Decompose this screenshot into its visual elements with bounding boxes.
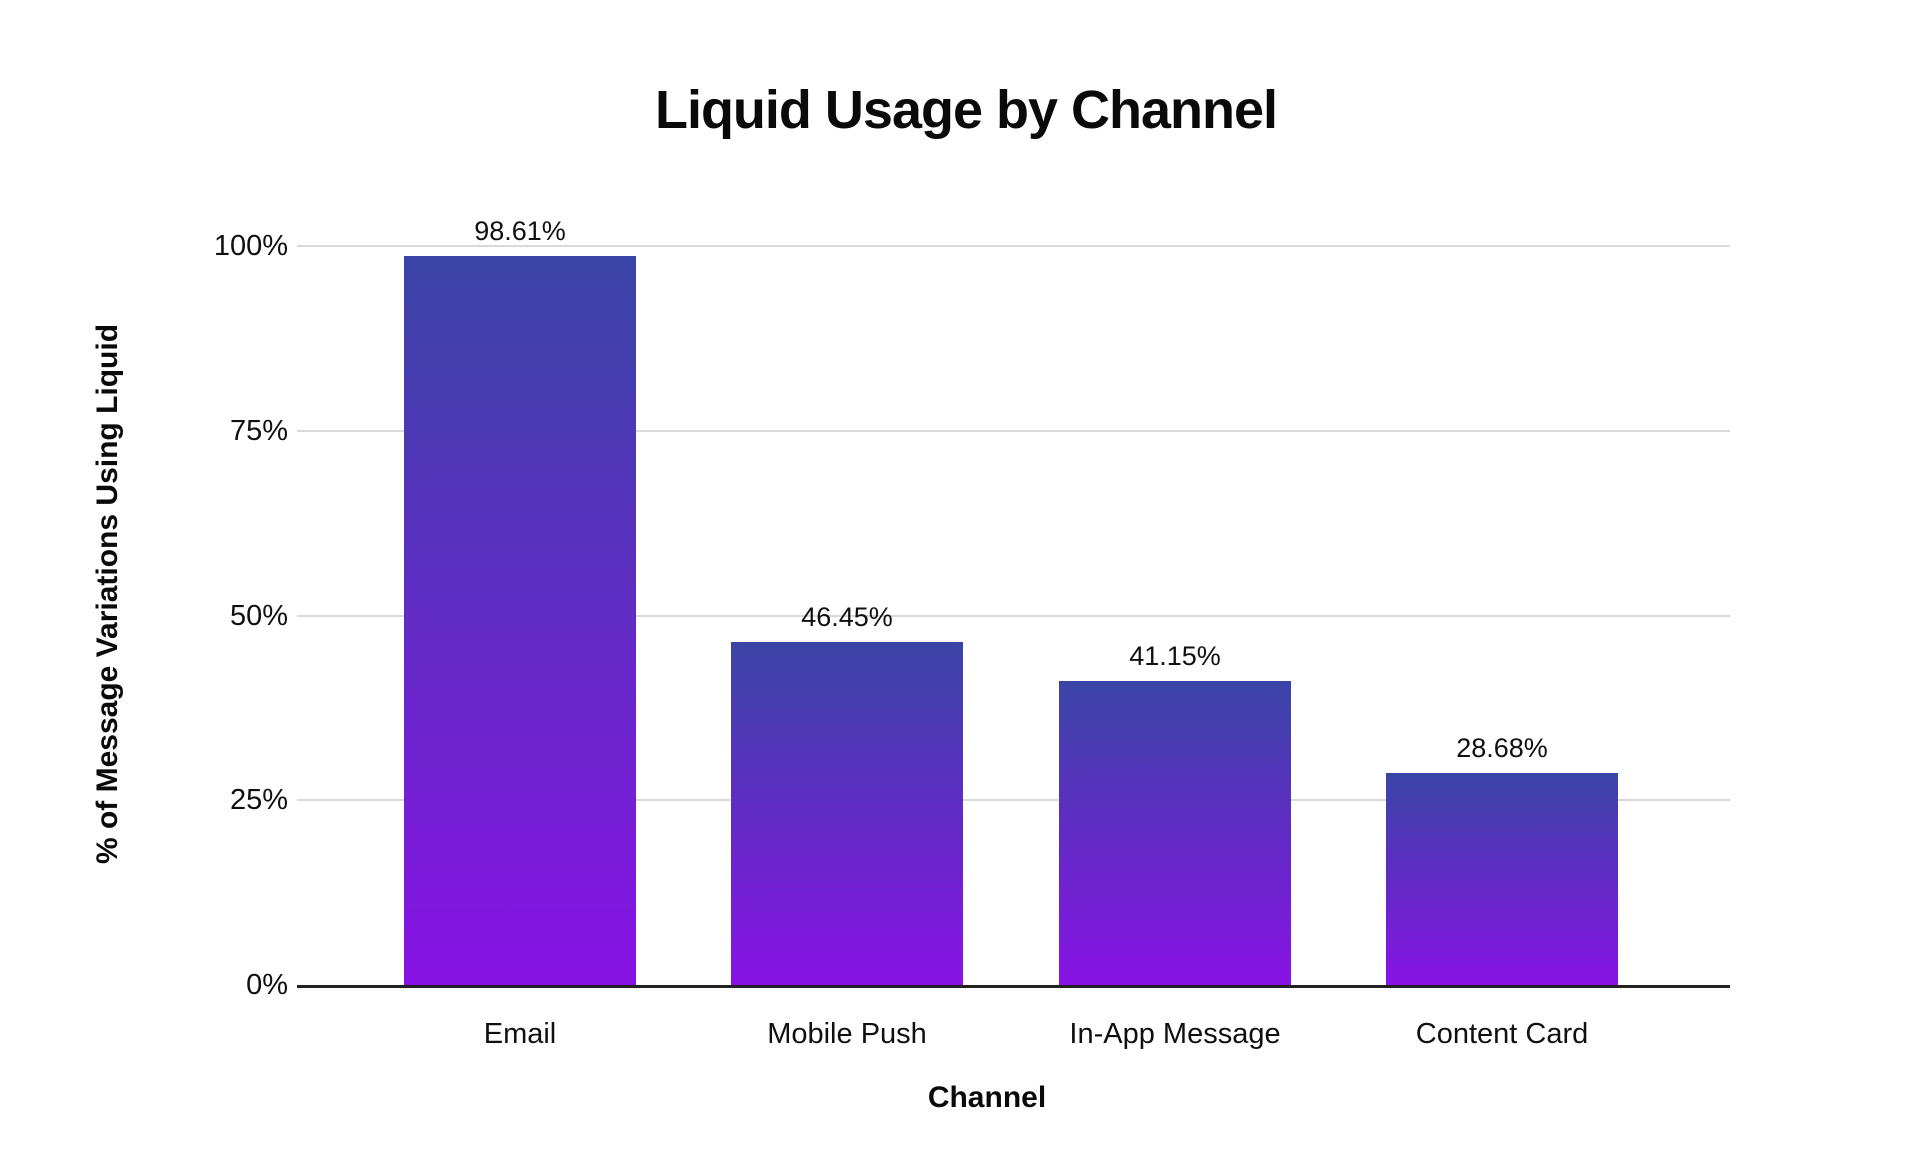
y-tick-label: 75% xyxy=(229,414,288,447)
bar-value-label: 98.61% xyxy=(474,216,566,246)
x-axis-title: Channel xyxy=(927,1081,1047,1114)
bar-value-label: 41.15% xyxy=(1129,641,1221,671)
bar-value-label: 46.45% xyxy=(801,602,893,632)
x-tick-label: In-App Message xyxy=(1069,1018,1281,1050)
y-tick-label: 50% xyxy=(229,599,288,632)
y-axis-title: % of Message Variations Using Liquid xyxy=(91,323,124,865)
bar-content-card xyxy=(1386,773,1618,985)
bar-mobile-push xyxy=(731,642,963,985)
y-tick-label: 100% xyxy=(213,230,288,262)
x-tick-label: Email xyxy=(483,1018,557,1050)
gridline-25% xyxy=(297,799,1730,802)
bar-value-label: 28.68% xyxy=(1456,733,1548,763)
plot-area: 98.61% 46.45% 41.15% 28.68% xyxy=(297,216,1730,988)
x-tick-label: Mobile Push xyxy=(767,1018,927,1050)
chart-title: Liquid Usage by Channel xyxy=(654,80,1278,140)
y-tick-label: 0% xyxy=(246,969,288,1001)
x-tick-label: Content Card xyxy=(1415,1018,1589,1050)
bar-email xyxy=(404,256,636,985)
bar-in-app-message xyxy=(1059,681,1291,985)
gridline-75% xyxy=(297,429,1730,432)
y-tick-label: 25% xyxy=(229,784,288,817)
gridline-100% xyxy=(297,245,1730,247)
gridline-50% xyxy=(297,614,1730,617)
